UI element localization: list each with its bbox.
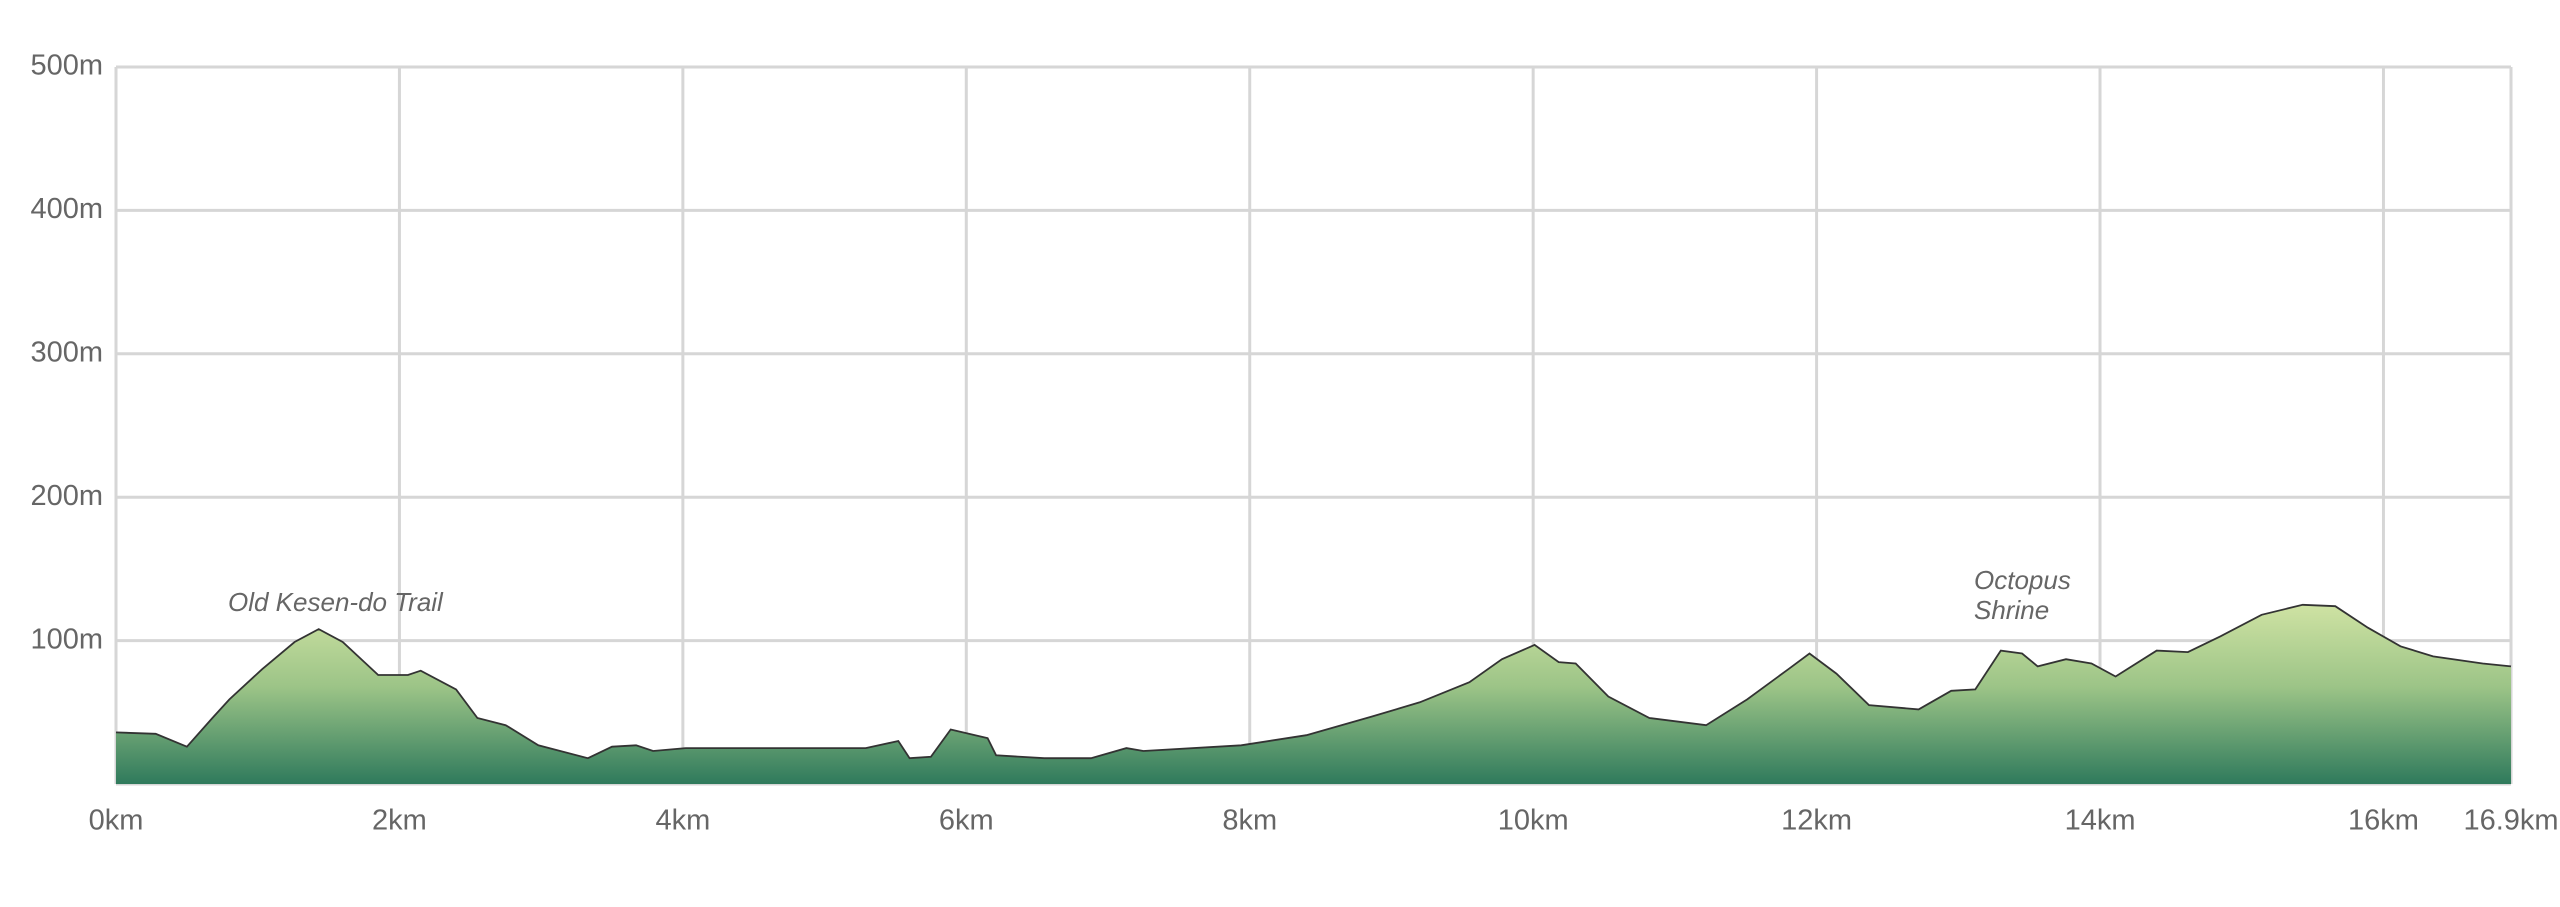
y-tick-label: 100m: [30, 623, 103, 655]
x-tick-label: 10km: [1498, 805, 1569, 837]
x-tick-label: 4km: [655, 805, 710, 837]
x-tick-label: 16.9km: [2463, 805, 2558, 837]
y-tick-label: 500m: [30, 50, 103, 82]
x-tick-label: 8km: [1222, 805, 1277, 837]
elevation-area: [116, 604, 2511, 784]
annotation: Old Kesen-do Trail: [228, 587, 444, 617]
annotation: Octopus: [1974, 565, 2071, 595]
y-tick-label: 400m: [30, 193, 103, 225]
y-tick-label: 200m: [30, 480, 103, 512]
x-tick-label: 6km: [939, 805, 994, 837]
x-tick-label: 0km: [89, 805, 144, 837]
y-tick-label: 300m: [30, 336, 103, 368]
annotation: Shrine: [1974, 595, 2049, 625]
x-tick-label: 14km: [2065, 805, 2136, 837]
x-tick-label: 12km: [1781, 805, 1852, 837]
elevation-line: [115, 603, 2512, 760]
x-tick-label: 16km: [2348, 805, 2419, 837]
x-tick-label: 2km: [372, 805, 427, 837]
